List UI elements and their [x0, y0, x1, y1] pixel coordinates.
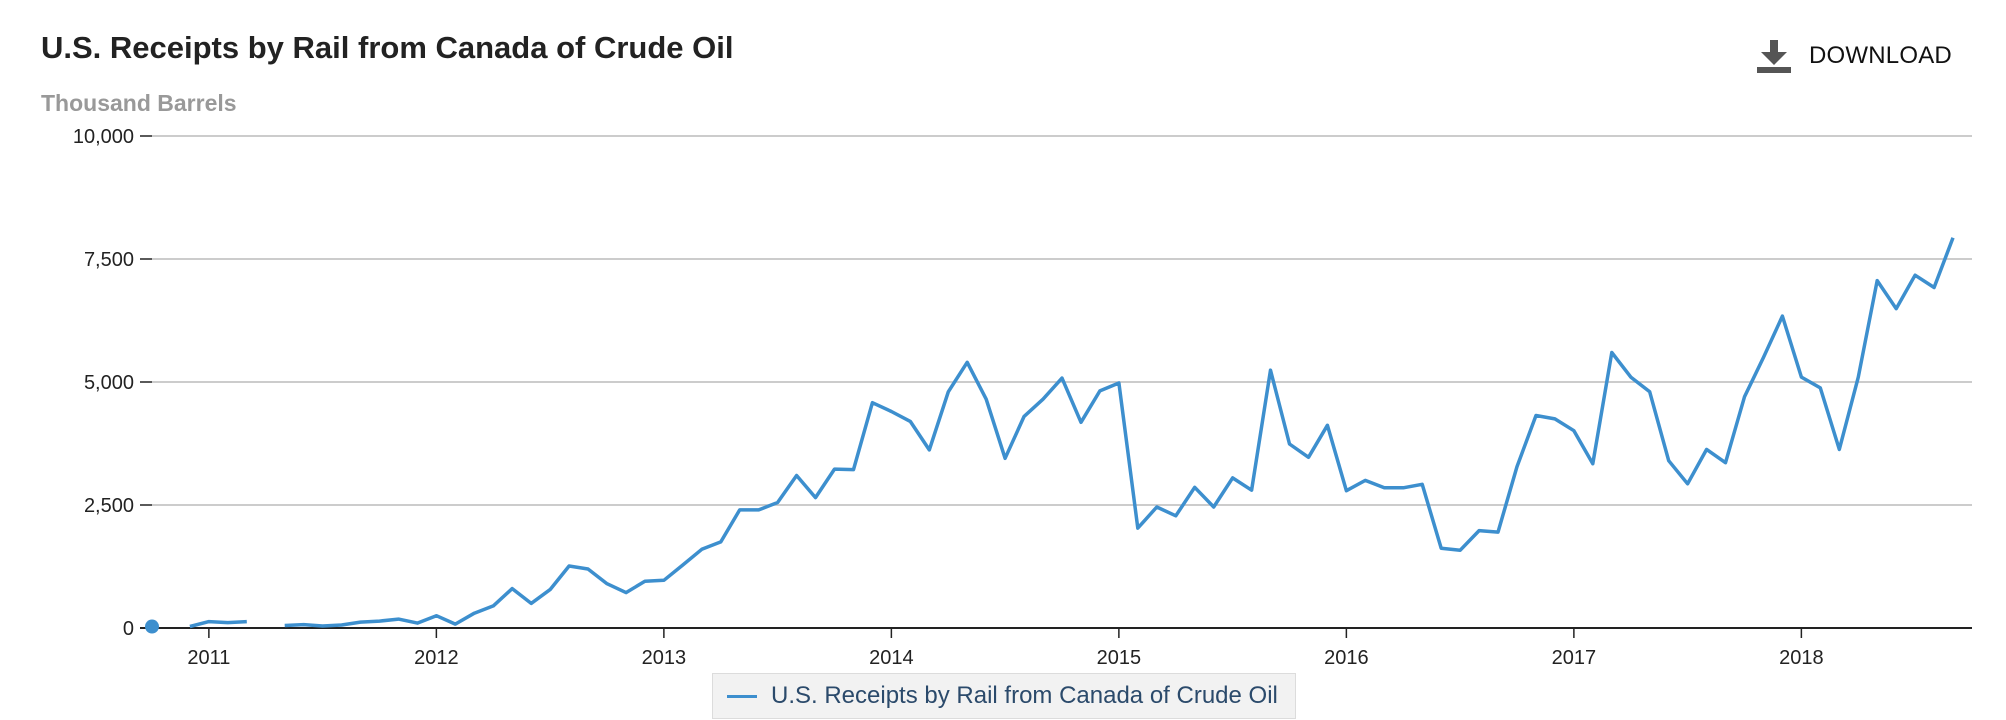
x-tick-label: 2018	[1779, 647, 1824, 669]
x-tick-label: 2015	[1097, 647, 1142, 669]
gridlines	[152, 135, 1972, 506]
x-tick-label: 2011	[187, 647, 230, 669]
units-subtitle: Thousand Barrels	[41, 90, 237, 116]
legend[interactable]: U.S. Receipts by Rail from Canada of Cru…	[712, 673, 1296, 719]
y-tick-label: 0	[123, 618, 134, 640]
x-tick-label: 2013	[642, 647, 687, 669]
axes: 0 2,500 5,000 7,500 10,000 2011 2012 2013 2014 20…	[73, 126, 1972, 669]
series-line-segment	[284, 237, 1955, 628]
series-layer	[145, 237, 1955, 634]
series-point	[145, 619, 159, 634]
download-label: DOWNLOAD	[1809, 42, 1952, 69]
x-tick-label: 2012	[414, 647, 459, 669]
y-tick-label: 10,000	[73, 126, 134, 148]
y-tick-label: 2,500	[84, 495, 134, 517]
download-icon	[1757, 39, 1791, 73]
chart-title: U.S. Receipts by Rail from Canada of Cru…	[41, 30, 734, 65]
legend-series-label: U.S. Receipts by Rail from Canada of Cru…	[771, 682, 1278, 709]
download-button[interactable]: DOWNLOAD	[1757, 36, 1952, 76]
x-tick-label: 2014	[869, 647, 914, 669]
series-line-segment	[189, 619, 247, 629]
y-tick-label: 5,000	[84, 372, 134, 394]
y-tick-label: 7,500	[84, 249, 134, 271]
legend-swatch	[727, 694, 757, 698]
x-tick-label: 2016	[1324, 647, 1369, 669]
x-tick-label: 2017	[1552, 647, 1597, 669]
